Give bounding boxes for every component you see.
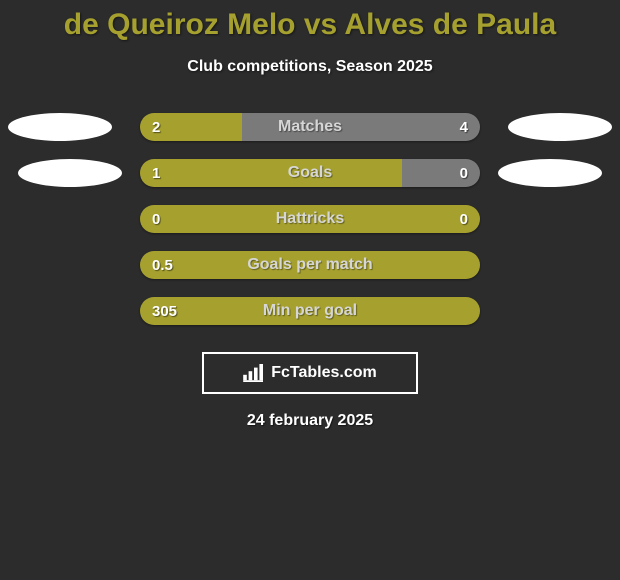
- player-marker-left: [18, 159, 122, 187]
- branding-text: FcTables.com: [271, 364, 377, 382]
- stat-bar-left: [140, 205, 480, 233]
- stat-bar: [140, 251, 480, 279]
- comparison-title: de Queiroz Melo vs Alves de Paula: [0, 0, 620, 42]
- player-marker-left: [8, 113, 112, 141]
- stat-row: 2Matches4: [0, 104, 620, 150]
- stat-row: 0.5Goals per match: [0, 242, 620, 288]
- player-marker-right: [508, 113, 612, 141]
- comparison-subtitle: Club competitions, Season 2025: [0, 58, 620, 76]
- stat-row: 1Goals0: [0, 150, 620, 196]
- snapshot-date: 24 february 2025: [0, 412, 620, 430]
- stat-row: 305Min per goal: [0, 288, 620, 334]
- stat-bar-left: [140, 159, 402, 187]
- stat-row: 0Hattricks0: [0, 196, 620, 242]
- player-marker-right: [498, 159, 602, 187]
- stat-bar-left: [140, 113, 242, 141]
- stat-bar-left: [140, 297, 480, 325]
- stat-bar-right: [242, 113, 480, 141]
- comparison-chart: 2Matches41Goals00Hattricks00.5Goals per …: [0, 104, 620, 334]
- bar-chart-icon: [243, 364, 265, 382]
- branding-box: FcTables.com: [202, 352, 418, 394]
- stat-bar-right: [402, 159, 480, 187]
- stat-bar-left: [140, 251, 480, 279]
- stat-bar: [140, 297, 480, 325]
- stat-bar: [140, 159, 480, 187]
- stat-bar: [140, 113, 480, 141]
- stat-bar: [140, 205, 480, 233]
